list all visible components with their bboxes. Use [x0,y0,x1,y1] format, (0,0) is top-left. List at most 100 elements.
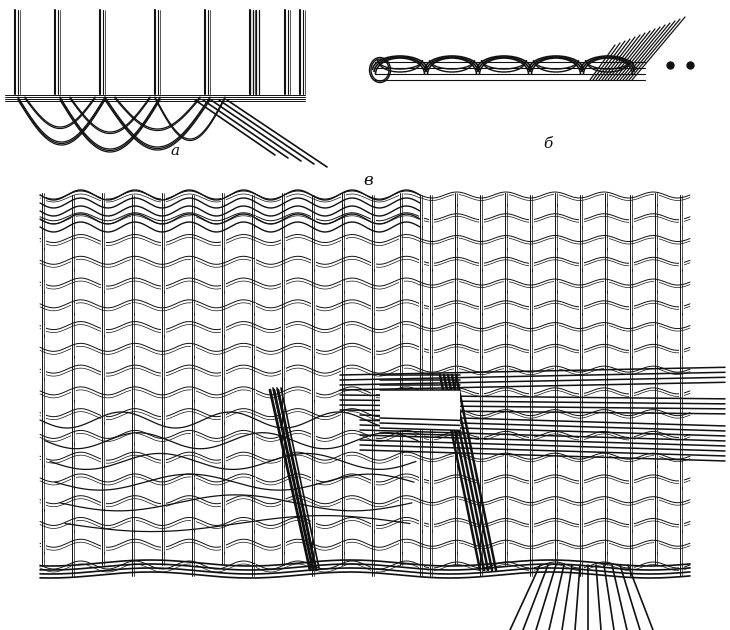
Bar [679,520,684,530]
Bar [654,281,659,291]
Bar [629,390,634,400]
Bar [371,303,376,313]
Text: в: в [364,172,373,189]
Bar [371,260,376,269]
Bar [654,542,659,553]
Bar [479,433,484,444]
Bar [529,564,534,574]
Text: а: а [170,144,180,158]
Bar [399,281,404,291]
Bar [251,564,256,574]
Bar [679,260,684,269]
Bar [654,499,659,508]
Bar [101,194,106,204]
Bar [629,477,634,487]
Bar [419,303,424,313]
Bar [161,368,166,378]
Bar [429,346,434,357]
Bar [281,411,286,421]
Bar [679,215,684,226]
Bar [554,324,559,335]
Bar [380,390,460,430]
Bar [419,520,424,530]
Bar [429,520,434,530]
Bar [419,477,424,487]
Bar [41,194,46,204]
Bar [221,194,226,204]
Bar [311,477,316,487]
Bar [71,564,76,574]
Bar [579,477,584,487]
Bar [679,433,684,444]
Bar [399,194,404,204]
Bar [399,542,404,553]
Bar [251,346,256,357]
Bar [529,346,534,357]
Bar [221,411,226,421]
Bar [399,411,404,421]
Bar [191,390,196,400]
Bar [221,455,226,465]
Bar [399,368,404,378]
Bar [41,281,46,291]
Bar [429,433,434,444]
Bar [311,215,316,226]
Bar [311,346,316,357]
Bar [454,368,459,378]
Bar [679,477,684,487]
Bar [101,281,106,291]
Bar [341,324,346,335]
Bar [554,542,559,553]
Bar [504,411,509,421]
Bar [429,564,434,574]
Bar [504,281,509,291]
Bar [604,411,609,421]
Bar [101,542,106,553]
Bar [604,324,609,335]
Bar [529,433,534,444]
Bar [221,324,226,335]
Bar [281,194,286,204]
Bar [161,455,166,465]
Bar [429,260,434,269]
Bar [251,520,256,530]
Bar [529,520,534,530]
Bar [41,368,46,378]
Bar [429,390,434,400]
Bar [479,477,484,487]
Bar [579,260,584,269]
Bar [554,411,559,421]
Bar [479,520,484,530]
Bar [341,499,346,508]
Bar [604,542,609,553]
Bar [419,433,424,444]
Bar [281,368,286,378]
Bar [131,477,136,487]
Bar [454,455,459,465]
Bar [71,390,76,400]
Bar [281,499,286,508]
Bar [71,260,76,269]
Bar [629,520,634,530]
Bar [251,303,256,313]
Bar [454,542,459,553]
Bar [191,564,196,574]
Bar [529,390,534,400]
Bar [454,238,459,248]
Bar [504,542,509,553]
Bar [479,260,484,269]
Bar [71,477,76,487]
Bar [311,260,316,269]
Bar [191,260,196,269]
Bar [311,564,316,574]
Bar [479,346,484,357]
Bar [419,390,424,400]
Bar [341,368,346,378]
Bar [454,324,459,335]
Bar [41,499,46,508]
Bar [579,520,584,530]
Bar [399,324,404,335]
Bar [161,411,166,421]
Bar [221,499,226,508]
Bar [191,477,196,487]
